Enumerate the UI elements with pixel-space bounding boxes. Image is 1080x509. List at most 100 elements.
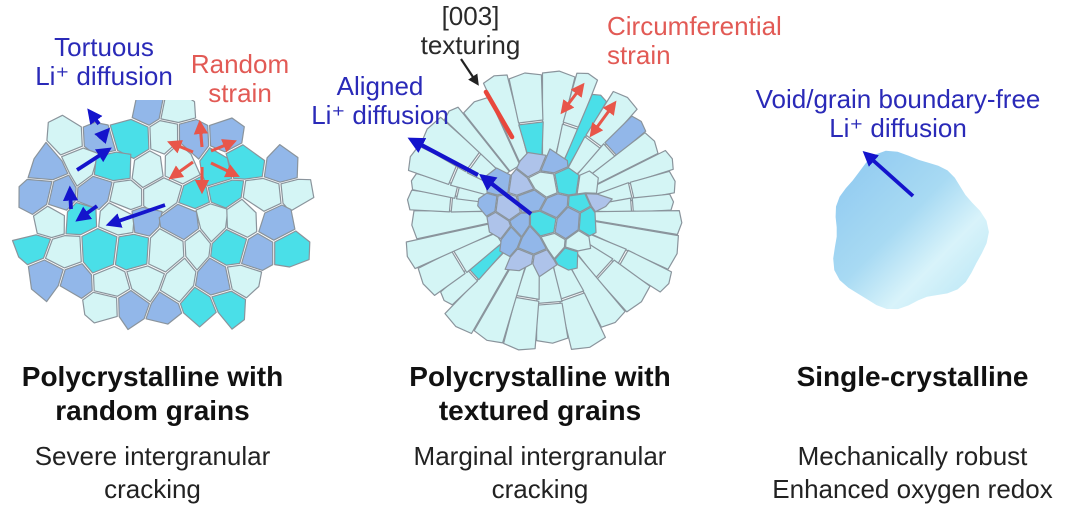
grain bbox=[211, 290, 247, 330]
grain bbox=[59, 263, 93, 299]
single-crystal-diffusion-arrow bbox=[862, 150, 915, 198]
caption-subtitle-line: Mechanically robust bbox=[797, 441, 1028, 471]
arrow-line bbox=[75, 204, 99, 222]
grain bbox=[486, 211, 512, 240]
grain bbox=[559, 292, 606, 350]
grain bbox=[585, 193, 613, 213]
caption-subtitle: Marginal intergranular cracking bbox=[385, 440, 695, 506]
label-random-strain: Random strain bbox=[178, 49, 302, 109]
caption-polycrystalline-textured: Polycrystalline with textured grains Mar… bbox=[385, 360, 695, 504]
grain bbox=[46, 114, 83, 156]
grain bbox=[18, 178, 53, 216]
label-line: Li⁺ diffusion bbox=[311, 100, 449, 131]
grain bbox=[263, 143, 299, 183]
grain bbox=[508, 72, 544, 124]
label-aligned-diffusion: Aligned Li⁺ diffusion bbox=[300, 71, 460, 131]
arrow-line bbox=[87, 108, 103, 126]
grain bbox=[184, 229, 212, 271]
grain bbox=[618, 249, 673, 293]
grain bbox=[536, 302, 569, 344]
caption-title: Polycrystalline with random grains bbox=[0, 360, 305, 428]
label-void-free-diffusion: Void/grain boundary-free Li⁺ diffusion bbox=[743, 84, 1053, 144]
label-line: Random bbox=[190, 49, 290, 79]
grain bbox=[159, 257, 197, 303]
caption-title: Polycrystalline with textured grains bbox=[385, 360, 695, 428]
caption-title-line: Single-crystalline bbox=[796, 361, 1029, 392]
grain bbox=[554, 247, 579, 271]
caption-subtitle-line: Marginal intergranular bbox=[413, 441, 667, 471]
grain bbox=[596, 259, 651, 313]
grain bbox=[499, 226, 522, 258]
grain bbox=[109, 118, 150, 160]
grain bbox=[179, 286, 217, 328]
label-line: [003] bbox=[441, 1, 500, 31]
arrow-line bbox=[75, 147, 112, 172]
grain bbox=[417, 250, 466, 296]
polycrystalline-random-particle bbox=[11, 100, 315, 331]
grain bbox=[145, 291, 183, 325]
grain bbox=[274, 230, 311, 268]
texturing-pointer-arrow bbox=[460, 58, 479, 86]
grain bbox=[517, 225, 547, 255]
caption-subtitle-line: cracking bbox=[104, 474, 201, 504]
arrow-line bbox=[210, 161, 240, 178]
grain bbox=[82, 291, 118, 324]
grain bbox=[242, 177, 282, 212]
grain bbox=[554, 167, 580, 196]
caption-subtitle-line: cracking bbox=[491, 474, 589, 504]
caption-polycrystalline-random: Polycrystalline with random grains Sever… bbox=[0, 360, 305, 504]
caption-title-line: Polycrystalline with bbox=[21, 361, 284, 392]
grain bbox=[516, 151, 547, 178]
label-line: strain bbox=[607, 40, 671, 71]
arrow-line bbox=[62, 185, 79, 210]
aligned-diffusion-arrows bbox=[407, 137, 533, 216]
label-tortuous-diffusion: Tortuous Li⁺ diffusion bbox=[24, 32, 184, 92]
caption-title-line: random grains bbox=[55, 395, 250, 426]
grain bbox=[194, 257, 231, 296]
label-line: strain bbox=[208, 78, 272, 109]
caption-title: Single-crystalline bbox=[745, 360, 1080, 394]
caption-subtitle-line: Enhanced oxygen redox bbox=[772, 474, 1053, 504]
grain bbox=[109, 179, 143, 211]
arrow-line bbox=[862, 150, 915, 198]
grain bbox=[578, 206, 597, 237]
texturing-highlight-line bbox=[483, 89, 515, 140]
label-line: Tortuous bbox=[54, 32, 154, 62]
grain bbox=[118, 289, 150, 331]
grain bbox=[160, 100, 197, 124]
grain bbox=[604, 115, 647, 157]
grain bbox=[540, 193, 569, 219]
single-crystal-particle bbox=[833, 150, 989, 310]
arrow-line bbox=[168, 160, 194, 180]
grain bbox=[126, 265, 165, 303]
arrow-line bbox=[94, 127, 111, 145]
grain bbox=[114, 233, 150, 271]
grain bbox=[44, 235, 82, 269]
arrow-line bbox=[210, 139, 237, 153]
grain bbox=[477, 192, 498, 217]
grain bbox=[226, 264, 263, 299]
grain bbox=[27, 141, 69, 181]
caption-subtitle: Severe intergranular cracking bbox=[0, 440, 305, 506]
caption-subtitle-line: Severe intergranular bbox=[34, 441, 271, 471]
caption-title-line: Polycrystalline with bbox=[409, 361, 671, 392]
arrow-line bbox=[193, 119, 208, 148]
grain bbox=[258, 204, 296, 241]
grain bbox=[629, 170, 676, 201]
grain bbox=[504, 248, 534, 272]
grain bbox=[11, 234, 52, 266]
grain bbox=[532, 249, 558, 278]
grain bbox=[241, 232, 274, 271]
grain bbox=[131, 150, 164, 189]
grain bbox=[131, 100, 164, 126]
grain bbox=[226, 198, 258, 238]
caption-subtitle: Mechanically robust Enhanced oxygen redo… bbox=[745, 440, 1080, 506]
grain bbox=[567, 193, 592, 213]
grain bbox=[540, 148, 569, 174]
grain bbox=[528, 171, 558, 198]
arrow-line bbox=[589, 100, 617, 138]
grain bbox=[508, 168, 535, 196]
grain bbox=[443, 106, 510, 177]
